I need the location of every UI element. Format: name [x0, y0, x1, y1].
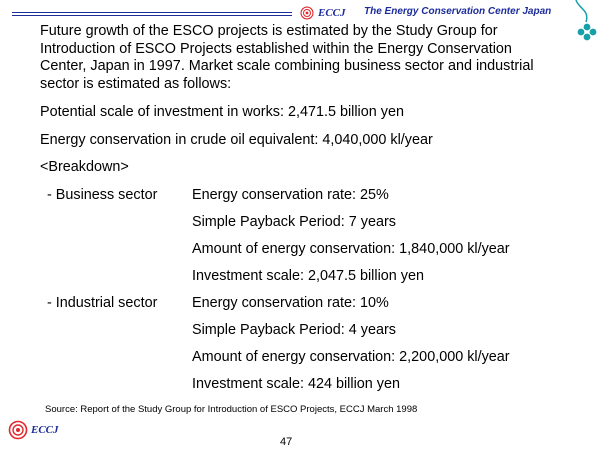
- organization-name: The Energy Conservation Center Japan: [364, 6, 552, 17]
- header-rule-bottom: [12, 15, 292, 16]
- industrial-payback-period: Simple Payback Period: 4 years: [192, 322, 396, 338]
- industrial-conservation-rate: Energy conservation rate: 10%: [192, 295, 389, 311]
- page-number: 47: [280, 436, 293, 448]
- breakdown-heading: <Breakdown>: [40, 159, 129, 175]
- source-citation: Source: Report of the Study Group for In…: [45, 404, 418, 415]
- header-logo-text: ECCJ: [318, 7, 346, 19]
- clover-decoration-icon: [575, 0, 597, 41]
- potential-investment-line: Potential scale of investment in works: …: [40, 104, 404, 120]
- industrial-sector-label: - Industrial sector: [47, 295, 158, 311]
- industrial-conservation-amount: Amount of energy conservation: 2,200,000…: [192, 349, 510, 365]
- footer-eccj-sun-logo-icon: [8, 420, 28, 440]
- industrial-investment-scale: Investment scale: 424 billion yen: [192, 376, 400, 392]
- business-conservation-rate: Energy conservation rate: 25%: [192, 187, 389, 203]
- crude-oil-equivalent-line: Energy conservation in crude oil equival…: [40, 132, 433, 148]
- business-payback-period: Simple Payback Period: 7 years: [192, 214, 396, 230]
- header-rule-top: [12, 12, 292, 13]
- business-investment-scale: Investment scale: 2,047.5 billion yen: [192, 268, 424, 284]
- header-brand: ECCJ: [300, 5, 346, 21]
- business-sector-label: - Business sector: [47, 187, 158, 203]
- footer-logo-text: ECCJ: [31, 424, 59, 436]
- footer-brand: ECCJ: [8, 420, 59, 440]
- eccj-sun-logo-icon: [300, 6, 314, 20]
- business-conservation-amount: Amount of energy conservation: 1,840,000…: [192, 241, 510, 257]
- intro-paragraph: Future growth of the ESCO projects is es…: [40, 23, 534, 92]
